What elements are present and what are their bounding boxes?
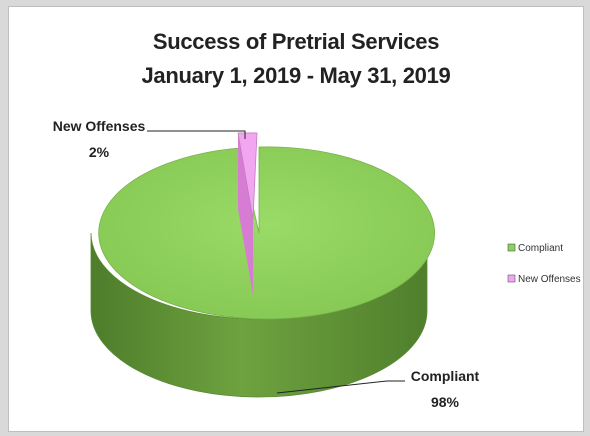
slice-new-offenses-side (238, 133, 253, 295)
pie-chart: New Offenses 2% Compliant 98% Compliant … (53, 118, 581, 410)
slice-new-offenses (237, 132, 258, 220)
data-label-compliant-name: Compliant (411, 368, 480, 384)
data-label-new-offenses-percent: 2% (89, 144, 110, 160)
chart-subtitle: January 1, 2019 - May 31, 2019 (141, 63, 451, 88)
slice-new-offenses-group (237, 132, 258, 295)
leader-line-new-offenses (147, 130, 246, 139)
legend-swatch-new-offenses (507, 274, 516, 283)
legend-label-new-offenses: New Offenses (518, 274, 581, 285)
leader-line-compliant (276, 380, 405, 394)
data-label-new-offenses-name: New Offenses (53, 118, 146, 134)
legend-swatch-compliant (507, 243, 516, 252)
chart-title-block: Success of Pretrial Services January 1, … (9, 25, 583, 93)
data-label-compliant-percent: 98% (431, 394, 460, 410)
legend-label-compliant: Compliant (518, 243, 563, 254)
pie-side (90, 232, 428, 398)
chart-title: Success of Pretrial Services (152, 29, 440, 54)
slice-compliant (98, 146, 436, 320)
pie-body (90, 146, 436, 398)
legend: Compliant New Offenses (507, 243, 581, 285)
chart-area: Success of Pretrial Services January 1, … (8, 6, 584, 432)
